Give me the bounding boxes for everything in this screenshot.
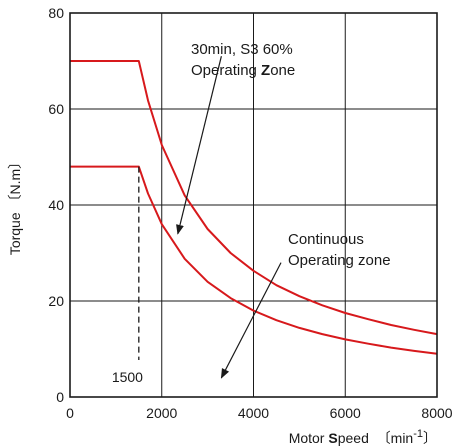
annotation-1-line-1: Operating zone	[288, 252, 391, 269]
x-tick-label: 6000	[330, 405, 361, 421]
annotation-0-line-1: Operating Zone	[191, 62, 295, 79]
series-line-0	[70, 60, 438, 336]
annotations: 30min, S3 60% Operating Zone Continuous Ope…	[176, 41, 391, 379]
series-group	[70, 60, 438, 355]
y-axis-title: Torque 〔N.m〕	[7, 155, 23, 255]
vline-group: 1500	[112, 166, 143, 385]
x-tick-label: 0	[66, 405, 74, 421]
vline-label: 1500	[112, 369, 143, 385]
plot-border	[69, 12, 438, 398]
y-tick-label: 0	[56, 389, 64, 405]
annotation-0-line-0: 30min, S3 60%	[191, 41, 293, 58]
x-tick-label: 8000	[421, 405, 452, 421]
annotation-arrow-1	[220, 262, 282, 379]
y-tick-label: 40	[48, 197, 64, 213]
annotation-1-line-0: Continuous	[288, 231, 364, 248]
series-line-1	[70, 165, 438, 355]
annotation-arrow-0	[176, 56, 222, 235]
plot-frame	[69, 12, 438, 398]
y-tick-label: 20	[48, 293, 64, 309]
y-tick-label: 80	[48, 5, 64, 21]
y-tick-label: 60	[48, 101, 64, 117]
grid	[70, 13, 437, 397]
x-tick-label: 4000	[238, 405, 269, 421]
x-tick-label: 2000	[146, 405, 177, 421]
tick-labels: 0 2000 4000 6000 8000 0 20 40 60 80	[48, 5, 452, 421]
x-axis-title: Motor Speed 〔min-1〕	[289, 428, 437, 446]
